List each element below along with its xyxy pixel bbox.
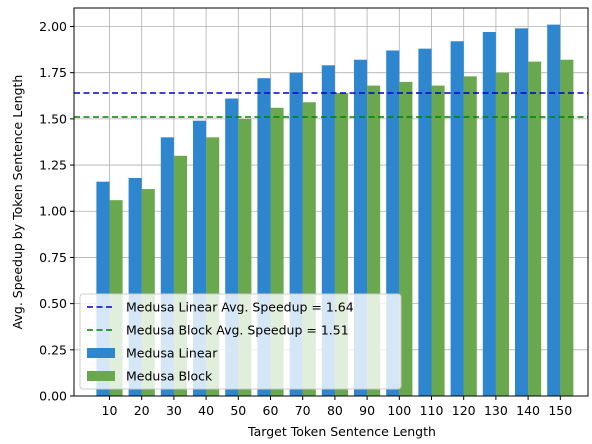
y-tick-label: 0.75 — [39, 250, 67, 265]
y-tick-label: 1.50 — [39, 111, 67, 126]
x-tick-label: 80 — [327, 403, 343, 418]
legend-patch-swatch-3 — [87, 371, 115, 381]
legend-patch-swatch-2 — [87, 348, 115, 358]
plot-frame — [73, 7, 589, 397]
y-tick-label: 0.50 — [39, 296, 67, 311]
legend-label-3: Medusa Block — [126, 369, 213, 384]
x-tick-label: 100 — [387, 403, 411, 418]
y-axis-label: Avg. Speedup by Token Sentence Length — [10, 75, 25, 330]
x-tick-label: 10 — [102, 403, 118, 418]
x-tick-label: 40 — [198, 403, 214, 418]
legend-box — [79, 293, 402, 390]
y-tick-label: 1.75 — [39, 65, 67, 80]
legend-label-1: Medusa Block Avg. Speedup = 1.51 — [126, 323, 349, 338]
bar-medusa-linear-140 — [515, 28, 529, 396]
x-tick-label: 110 — [420, 403, 444, 418]
bar-medusa-linear-130 — [482, 32, 496, 397]
legend-label-0: Medusa Linear Avg. Speedup = 1.64 — [126, 300, 354, 315]
y-tick-label: 0.25 — [39, 342, 67, 357]
x-tick-label: 90 — [359, 403, 375, 418]
y-tick-label: 1.25 — [39, 158, 67, 173]
x-tick-label: 20 — [134, 403, 150, 418]
bar-medusa-linear-110 — [418, 48, 432, 397]
bar-medusa-block-140 — [528, 61, 542, 396]
x-axis-label: Target Token Sentence Length — [247, 424, 436, 439]
bar-medusa-block-120 — [463, 76, 477, 396]
bar-medusa-linear-120 — [450, 41, 464, 396]
y-tick-label: 1.00 — [39, 204, 67, 219]
bar-medusa-linear-150 — [547, 24, 561, 396]
bar-medusa-block-150 — [560, 59, 574, 396]
x-tick-label: 50 — [230, 403, 246, 418]
bar-medusa-block-130 — [495, 72, 509, 397]
bar-medusa-block-100 — [399, 81, 413, 397]
x-tick-label: 120 — [452, 403, 476, 418]
x-tick-label: 130 — [484, 403, 508, 418]
x-tick-label: 150 — [548, 403, 572, 418]
legend-label-2: Medusa Linear — [126, 346, 218, 361]
x-tick-label: 30 — [166, 403, 182, 418]
y-tick-label: 2.00 — [39, 19, 67, 34]
x-tick-label: 140 — [516, 403, 540, 418]
x-tick-label: 70 — [295, 403, 311, 418]
bar-medusa-block-110 — [431, 85, 445, 396]
x-tick-label: 60 — [263, 403, 279, 418]
y-tick-label: 0.00 — [39, 389, 67, 404]
